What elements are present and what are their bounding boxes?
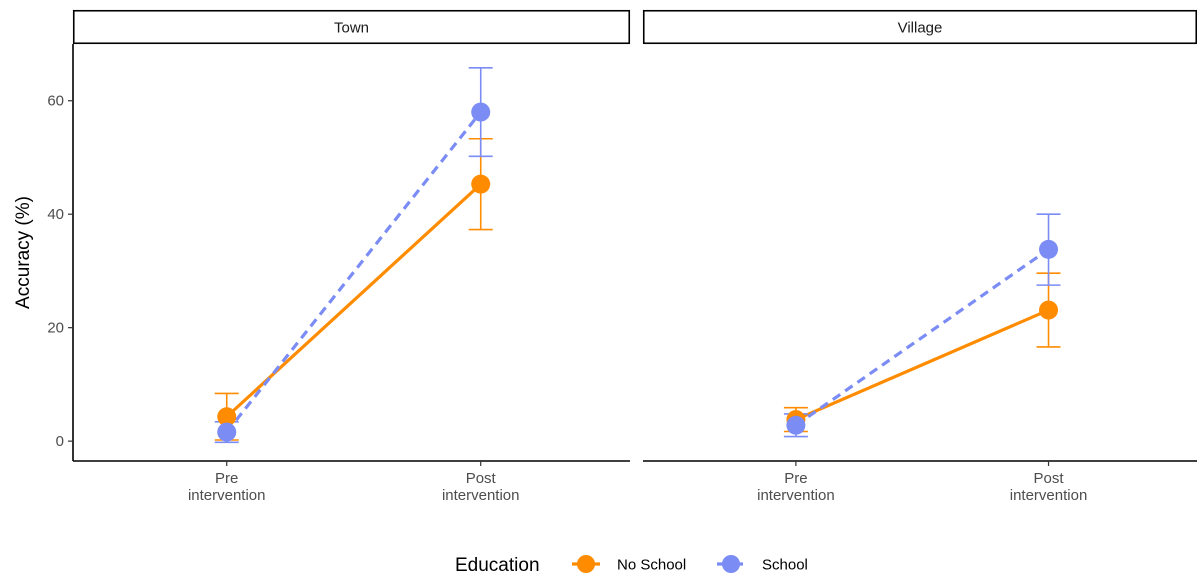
point-no-school-village-1 [1039,300,1059,320]
series-line-school-village [794,248,1050,427]
facet-label-town: Town [334,20,369,37]
series-line-school-town [225,111,482,434]
facet-label-village: Village [898,20,943,37]
points-layer [217,102,1059,442]
legend-key-point-no-school [577,555,595,573]
x-tick-label-village-0: Pre intervention [757,470,835,504]
legend-label-no-school: No School [617,557,686,574]
y-tick-label-40: 40 [47,206,64,223]
text-layer: Town Pre intervention Post intervention Villa… [13,20,1087,505]
y-tick-label-20: 20 [47,320,64,337]
x-tick-label-town-1: Post intervention [442,470,520,504]
point-no-school-town-1 [471,174,491,194]
y-tick-label-60: 60 [47,93,64,110]
axes-layer [68,9,1197,466]
x-tick-label-village-1: Post intervention [1010,470,1088,504]
point-no-school-town-0 [217,407,237,427]
legend-item-no-school: No School [572,555,686,574]
x-tick-label-town-0: Pre intervention [188,470,266,504]
point-school-village-0 [786,415,806,435]
errorbars-layer [214,67,1061,444]
point-school-town-0 [217,422,237,442]
point-school-village-1 [1039,239,1059,259]
facet-strip-village [642,9,1197,45]
y-axis-title: Accuracy (%) [13,196,34,309]
lines-layer [225,111,1050,434]
legend-key-point-school [722,555,740,573]
series-line-no-school-village [795,308,1050,422]
legend-item-school: School [717,555,808,574]
y-tick-label-0: 0 [56,433,64,450]
point-school-town-1 [471,102,491,122]
legend: Education No School School [455,555,808,576]
legend-title: Education [455,555,540,576]
facet-strip-town [72,9,631,45]
legend-label-school: School [762,557,808,574]
